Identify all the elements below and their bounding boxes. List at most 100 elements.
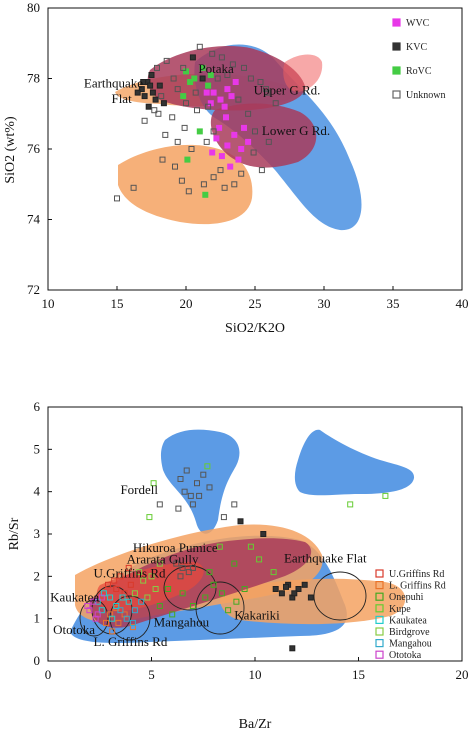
point-kvc (141, 93, 148, 100)
point-unknown (181, 124, 188, 131)
y-tick-label: 3 (34, 526, 41, 541)
legend-label-u-griffins-rd: U.Griffins Rd (389, 569, 444, 580)
point-unknown (174, 138, 181, 145)
point-mangahou (129, 619, 136, 626)
point-unknown (175, 505, 182, 512)
point-u-griffins-rd (127, 581, 134, 588)
point-unknown (169, 114, 176, 121)
point-unknown (163, 57, 170, 64)
point-unknown (229, 61, 236, 68)
point-unknown (162, 131, 169, 138)
point-unknown (220, 514, 227, 521)
point-mangahou (117, 607, 124, 614)
point-kupe (204, 463, 211, 470)
point-unknown (231, 181, 238, 188)
x-tick-label: 5 (148, 667, 155, 682)
legend-marker-mangahou (375, 639, 384, 648)
point-kvc (138, 86, 145, 93)
point-unknown (177, 573, 184, 580)
point-wvc (218, 153, 225, 160)
point-onepuhi (169, 611, 176, 618)
label-kaukatea: Kaukatea (50, 590, 99, 605)
legend: U.Griffins RdL. Griffins RdOnepuhiKupeKa… (375, 569, 446, 661)
point-u-griffins-rd (111, 577, 118, 584)
label-flat: Flat (111, 91, 132, 106)
x-tick-label: 15 (111, 296, 124, 311)
point-ototoka (84, 603, 91, 609)
point-kvc (189, 54, 196, 61)
point-unknown (189, 564, 196, 571)
point-rovc (191, 75, 198, 82)
point-wvc (209, 149, 216, 156)
point-unknown (218, 54, 225, 61)
point-unknown (174, 86, 181, 93)
label-u-griffins-rd: U.Griffins Rd (94, 566, 166, 581)
label-ararata-gully: Ararata Gully (127, 552, 199, 567)
point-unknown (200, 471, 207, 478)
point-onepuhi (225, 607, 232, 614)
point-rovc (199, 64, 206, 71)
label-fordell: Fordell (120, 482, 158, 497)
point-unknown (205, 103, 212, 110)
point-birdgrove (140, 577, 147, 584)
x-tick-label: 0 (45, 667, 52, 682)
point-unknown (180, 64, 187, 71)
point-unknown (183, 467, 190, 474)
point-onepuhi (189, 603, 196, 609)
point-earthquake-flat (260, 531, 267, 537)
y-tick-label: 0 (34, 653, 41, 668)
point-unknown (235, 96, 242, 103)
point-unknown (185, 569, 192, 576)
point-l-griffins-rd (115, 619, 122, 626)
point-ototoka (98, 594, 105, 601)
point-unknown (210, 128, 217, 135)
label-hikuroa-pumice: Hikuroa Pumice (133, 540, 218, 555)
point-onepuhi (241, 586, 248, 592)
point-rovc (205, 82, 212, 89)
point-kaukatea (119, 594, 126, 601)
point-unknown (173, 560, 180, 567)
point-unknown (224, 72, 231, 78)
legend-marker-kupe (375, 604, 384, 613)
point-kvc (140, 79, 147, 85)
point-earthquake-flat (301, 581, 308, 588)
point-kaukatea (125, 598, 132, 605)
point-unknown (194, 480, 200, 487)
field-red-pale (283, 54, 323, 92)
point-earthquake-flat (291, 590, 298, 597)
point-unknown (252, 128, 258, 135)
label-earthquake-flat: Earthquake Flat (284, 550, 367, 565)
point-earthquake-flat (272, 586, 279, 592)
legend-marker-rovc (392, 66, 401, 75)
point-earthquake-flat (289, 645, 296, 652)
point-l-griffins-rd (109, 628, 116, 635)
point-mangahou (123, 615, 130, 622)
legend-label-unknown: Unknown (406, 90, 445, 101)
point-unknown (185, 188, 192, 195)
point-u-griffins-rd (117, 573, 124, 580)
label-mangahou: Mangahou (154, 614, 210, 629)
point-kupe (247, 543, 254, 550)
point-unknown (200, 181, 207, 188)
point-unknown (206, 484, 213, 491)
label-lower-g-rd: Lower G Rd. (262, 123, 330, 138)
field-crimson-upper (147, 46, 306, 111)
point-unknown (181, 488, 188, 495)
x-axis-title: SiO2/K2O (225, 321, 285, 336)
point-unknown (221, 184, 228, 191)
point-wvc (221, 103, 228, 110)
point-kupe (256, 556, 263, 563)
point-kvc (145, 103, 152, 110)
legend-label-ototoka: Ototoka (389, 650, 422, 661)
legend-label-birdgrove: Birdgrove (389, 627, 430, 638)
legend-marker-kvc (392, 42, 401, 51)
point-wvc (227, 163, 234, 170)
point-birdgrove (152, 586, 159, 592)
point-onepuhi (231, 560, 238, 567)
y-tick-label: 4 (34, 484, 41, 499)
ellipse-earthquake-flat (313, 571, 367, 621)
ellipse-kakariki (195, 581, 245, 635)
point-unknown (179, 564, 186, 571)
y-tick-label: 78 (27, 71, 40, 86)
